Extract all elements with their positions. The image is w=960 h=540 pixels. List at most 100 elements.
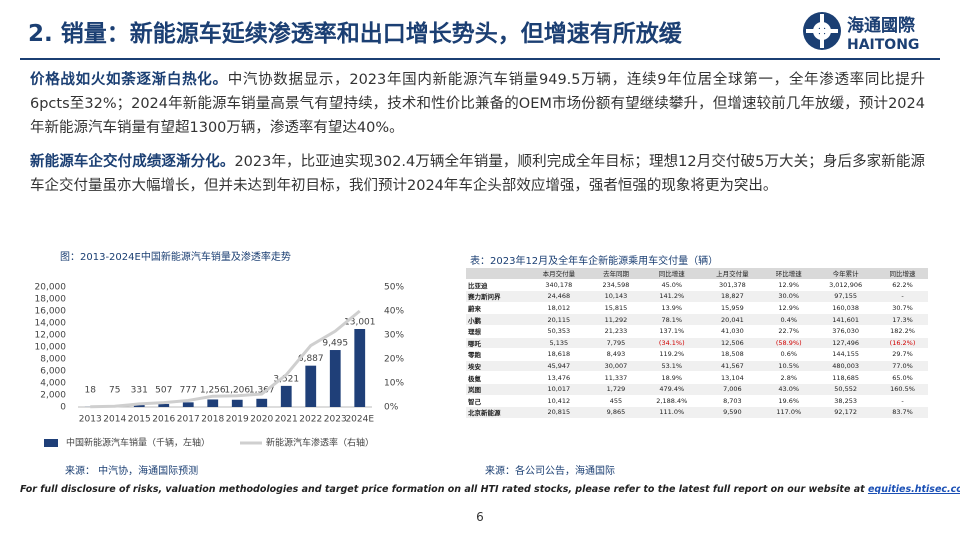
table-cell: 10.5% bbox=[763, 360, 815, 373]
table-cell: 20,815 bbox=[527, 406, 590, 419]
bar bbox=[329, 350, 341, 407]
table-cell: - bbox=[877, 290, 928, 303]
x-tick-label: 2015 bbox=[128, 415, 151, 425]
table-cell: 10,017 bbox=[527, 383, 590, 396]
table-row: 小鹏 20,115 11,292 78.1% 20,041 0.4% 141,601 17.3… bbox=[466, 313, 928, 326]
table-cell: 9,865 bbox=[589, 406, 643, 419]
website-link[interactable]: equities.htisec.com bbox=[867, 484, 960, 495]
table-cell: 18,618 bbox=[527, 348, 590, 361]
table-cell: 埃安 bbox=[466, 360, 528, 373]
table-cell: 65.0% bbox=[877, 371, 928, 384]
y2-tick-label: 30% bbox=[384, 331, 404, 341]
table-cell: 1,729 bbox=[589, 383, 643, 396]
table-cell: 340,178 bbox=[527, 279, 590, 292]
table-cell: 理想 bbox=[466, 325, 528, 338]
data-label: 6,887 bbox=[298, 354, 324, 364]
table-header: 本月交付量 去年同期 同比增速 上月交付量 环比增速 今年累计 同比增速 bbox=[466, 268, 928, 280]
y2-tick-label: 40% bbox=[384, 307, 404, 317]
header-rule bbox=[20, 58, 940, 60]
header-cell: 同比增速 bbox=[642, 268, 702, 280]
table-cell: 17.3% bbox=[877, 313, 928, 326]
logo-en: HAITONG bbox=[847, 37, 919, 53]
legend-swatch bbox=[44, 439, 58, 447]
data-label: 18 bbox=[85, 386, 97, 396]
y2-tick-label: 50% bbox=[384, 283, 404, 293]
y-tick-label: 12,000 bbox=[35, 331, 67, 341]
chart-source: 来源： 中汽协，海通国际预测 bbox=[65, 464, 198, 477]
y-tick-label: 2,000 bbox=[40, 391, 66, 401]
table-cell: 144,155 bbox=[814, 348, 878, 361]
header-cell: 去年同期 bbox=[589, 268, 643, 280]
table-cell: 13,476 bbox=[527, 371, 590, 384]
table-cell: 45,947 bbox=[527, 360, 590, 373]
table-cell: 78.1% bbox=[642, 313, 702, 326]
table-row: 埃安 45,947 30,007 53.1% 41,567 10.5% 480,003 77.… bbox=[466, 360, 928, 373]
table-cell: 38,253 bbox=[814, 395, 878, 408]
table: 本月交付量 去年同期 同比增速 上月交付量 环比增速 今年累计 同比增速 比亚迪 340,178… bbox=[466, 268, 928, 419]
disclaimer: For full disclosure of risks, valuation … bbox=[20, 484, 960, 495]
table-cell: 岚图 bbox=[466, 383, 528, 396]
table-row: 北京新能源 20,815 9,865 111.0% 9,590 117.0% 92,172 8… bbox=[466, 406, 928, 419]
table-cell: 哪吒 bbox=[466, 337, 528, 350]
y2-tick-label: 0% bbox=[384, 403, 399, 413]
table-cell: 160.5% bbox=[877, 383, 928, 396]
y-tick-label: 10,000 bbox=[35, 343, 67, 353]
table-cell: 11,337 bbox=[589, 371, 643, 384]
table-cell: 小鹏 bbox=[466, 313, 528, 326]
table-cell: 蔚来 bbox=[466, 302, 528, 315]
table-row: 智己 10,412 455 2,188.4% 8,703 19.6% 38,253- bbox=[466, 395, 928, 408]
table-row: 岚图 10,017 1,729 479.4% 7,006 43.0% 50,552 160.5… bbox=[466, 383, 928, 396]
table-cell: 10,412 bbox=[527, 395, 590, 408]
table-cell: 比亚迪 bbox=[466, 279, 528, 292]
x-tick-label: 2023 bbox=[324, 415, 347, 425]
data-label: 9,495 bbox=[322, 339, 348, 349]
table-cell: 5,135 bbox=[527, 337, 590, 350]
table-cell: 9,590 bbox=[701, 406, 764, 419]
table-cell: 18,012 bbox=[527, 302, 590, 315]
table-cell: 97,155 bbox=[814, 290, 878, 303]
page-number: 6 bbox=[476, 510, 484, 524]
table-row: 哪吒 5,135 7,795 (34.1%) 12,506 (58.9%) 127,496(… bbox=[466, 337, 928, 350]
table-cell: 极氪 bbox=[466, 371, 528, 384]
logo-cn: 海通國際 bbox=[847, 15, 916, 36]
x-tick-label: 2020 bbox=[250, 415, 273, 425]
table-cell: 111.0% bbox=[642, 406, 702, 419]
x-tick-label: 2013 bbox=[79, 415, 102, 425]
table-cell: 0.4% bbox=[763, 313, 815, 326]
table-cell: 7,006 bbox=[701, 383, 764, 396]
table-cell: 50,552 bbox=[814, 383, 878, 396]
table-cell: 53.1% bbox=[642, 360, 702, 373]
chart: 图：2013-2024E中国新能源汽车销量及渗透率走势 来源： 中汽协，海通国际… bbox=[35, 250, 405, 477]
line bbox=[90, 309, 361, 409]
table-cell: 43.0% bbox=[763, 383, 815, 396]
bar bbox=[231, 399, 243, 407]
paragraph-text: 2023年，比亚迪实现302.4万辆全年销量，顺利完成全年目标；理想12月交付破… bbox=[30, 154, 925, 194]
table-cell: 21,233 bbox=[589, 325, 643, 338]
table-cell: 160,038 bbox=[814, 302, 878, 315]
table-cell: 141,601 bbox=[814, 313, 878, 326]
table-cell: 24,468 bbox=[527, 290, 590, 303]
table-cell: 智己 bbox=[466, 395, 528, 408]
header-cell: 同比增速 bbox=[877, 268, 928, 280]
table-cell: 11,292 bbox=[589, 313, 643, 326]
bar bbox=[256, 398, 268, 407]
table-cell: 77.0% bbox=[877, 360, 928, 373]
data-label: 331 bbox=[131, 386, 148, 396]
table-cell: 15,815 bbox=[589, 302, 643, 315]
table-cell: 15,959 bbox=[701, 302, 764, 315]
table-cell: 119.2% bbox=[642, 348, 702, 361]
y-tick-label: 6,000 bbox=[40, 367, 66, 377]
table-source: 来源：各公司公告，海通国际 bbox=[485, 466, 615, 477]
paragraph: 价格战如火如荼逐渐白热化。中汽协数据显示，2023年国内新能源汽车销量949.5… bbox=[30, 68, 925, 140]
table-row: 赛力斯问界 24,468 10,143 141.2% 18,827 30.0% 97,155… bbox=[466, 290, 928, 303]
y-tick-label: 18,000 bbox=[35, 295, 67, 305]
table-cell: 13,104 bbox=[701, 371, 764, 384]
x-tick-label: 2017 bbox=[177, 415, 200, 425]
table-cell: 301,378 bbox=[701, 279, 764, 292]
legend-label: 中国新能源汽车销量（千辆，左轴） bbox=[66, 437, 210, 449]
data-label: 1,367 bbox=[249, 386, 275, 396]
bar bbox=[158, 403, 170, 407]
y-tick-label: 20,000 bbox=[35, 283, 67, 293]
y2-tick-label: 10% bbox=[384, 379, 404, 389]
